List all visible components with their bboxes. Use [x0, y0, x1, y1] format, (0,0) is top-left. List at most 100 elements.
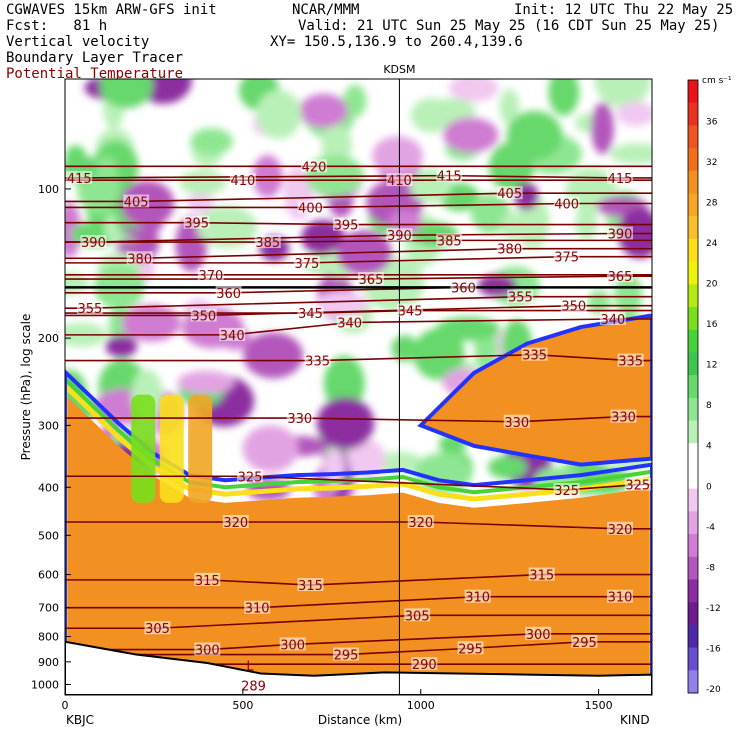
isentrope-label: 410: [387, 174, 412, 189]
isentrope-label-bg: [610, 409, 637, 423]
colorbar-swatch: [688, 670, 698, 694]
isentrope-label-bg: [397, 303, 424, 317]
field-vertical-velocity: Vertical velocity: [6, 34, 150, 50]
isentrope-label: 315: [298, 579, 323, 594]
isentrope-label-bg: [599, 311, 626, 325]
isentrope-label: 330: [504, 416, 529, 431]
colorbar-swatch: [688, 170, 698, 195]
isentrope-label: 390: [81, 236, 106, 251]
velocity-blob: [506, 110, 563, 160]
isentrope-label-bg: [553, 249, 580, 263]
isentrope-label: 345: [298, 307, 323, 322]
colorbar-label: -4: [706, 523, 715, 533]
isentrope-label: 310: [245, 602, 270, 617]
isentrope-label: 385: [437, 234, 462, 249]
isentrope-label: 315: [195, 574, 220, 589]
colorbar-label: 20: [706, 280, 718, 290]
center-title: NCAR/MMM: [292, 2, 360, 18]
colorbar-frame: [687, 79, 699, 694]
colorbar-swatch: [688, 488, 698, 512]
velocity-blob: [347, 439, 386, 479]
y-axis-label: Pressure (hPa), log scale: [19, 314, 33, 461]
isentrope-label: 370: [198, 269, 223, 284]
isentrope-label-bg: [606, 170, 633, 184]
isentrope-label-bg: [411, 657, 438, 671]
velocity-blob: [316, 397, 375, 450]
isentrope-label: 289: [241, 680, 266, 695]
isentrope-label-bg: [229, 173, 256, 187]
cross-section-endpoints: XY= 150.5,136.9 to 260.4,139.6: [270, 34, 523, 50]
isentrope-labels: 420 415 415 415 410 410 405 405 400 400 395 395 390 3…: [66, 159, 651, 695]
colorbar-swatch: [688, 375, 698, 399]
isentrope-label-bg: [464, 589, 491, 603]
x-tick-label: 1500: [585, 699, 613, 712]
isentrope-label: 320: [223, 516, 248, 531]
isentrope-label: 290: [412, 658, 437, 673]
isentrope-label-bg: [571, 634, 598, 648]
colorbar-swatch: [688, 465, 698, 490]
isentrope-label-bg: [293, 255, 320, 269]
colorbar-label: 16: [706, 320, 718, 330]
isentrope-label-bg: [336, 315, 363, 329]
convective-plume: [188, 394, 213, 503]
isentrope-label: 355: [77, 302, 102, 317]
velocity-blob: [388, 209, 422, 235]
y-tick-label: 100: [38, 183, 59, 196]
isentrope-label-bg: [219, 327, 246, 341]
colorbar-swatch: [688, 193, 698, 217]
forecast-hour: Fcst: 81 h: [6, 18, 108, 34]
isentrope-label: 390: [387, 229, 412, 244]
model-title: CGWAVES 15km ARW-GFS init: [6, 2, 217, 18]
isentrope-label: 375: [295, 257, 320, 272]
colorbar-label: -20: [706, 685, 721, 695]
isentrope-label: 375: [554, 251, 579, 266]
isentrope-label-bg: [297, 578, 324, 592]
isentrope-label-bg: [197, 267, 224, 281]
isentrope-label: 420: [302, 160, 327, 175]
isentrope-label: 415: [608, 172, 633, 187]
isentrope-label: 315: [529, 569, 554, 584]
y-tick-label: 600: [38, 569, 59, 582]
isentrope-label-bg: [80, 235, 107, 249]
colorbar-swatch: [688, 284, 698, 308]
isentrope-label: 310: [465, 591, 490, 606]
isentrope-label: 295: [334, 649, 359, 664]
isentrope-label: 300: [526, 628, 551, 643]
boundary-layer-tracer-field: [65, 313, 652, 695]
colorbar-swatch: [688, 511, 698, 535]
isentrope-label: 415: [67, 172, 92, 187]
isentrope-label: 330: [287, 412, 312, 427]
plot-frame: [64, 78, 653, 696]
velocity-blob: [487, 455, 528, 479]
isentrope-label: 350: [561, 300, 586, 315]
isentrope-label-bg: [286, 411, 313, 425]
isentrope-label: 325: [554, 484, 579, 499]
convective-plume: [131, 394, 156, 503]
isentrope-label: 360: [216, 287, 241, 302]
isentrope-label-bg: [66, 170, 93, 184]
y-tick-label: 400: [38, 481, 59, 494]
isentrope-label-bg: [525, 626, 552, 640]
colorbar-swatch: [688, 556, 698, 580]
isentrope-label-bg: [236, 469, 263, 483]
velocity-blob: [372, 136, 424, 176]
isentrope-label-bg: [123, 194, 150, 208]
isentrope-label: 355: [508, 291, 533, 306]
isentrope-label-bg: [606, 269, 633, 283]
velocity-blob: [413, 328, 465, 380]
isentrope-label: 400: [298, 201, 323, 216]
isentrope-label-bg: [606, 226, 633, 240]
velocity-blob: [616, 101, 652, 126]
velocity-blob: [443, 117, 499, 153]
isentrope-label: 380: [127, 252, 152, 267]
isentrope-label: 300: [195, 644, 220, 659]
isentrope-label: 410: [230, 174, 255, 189]
isentrope-label: 390: [608, 227, 633, 242]
colorbar-swatch: [688, 534, 698, 558]
isentrope-label-bg: [222, 515, 249, 529]
terrain: [65, 640, 652, 695]
velocity-blob: [196, 205, 258, 249]
isentrope-label-bg: [436, 233, 463, 247]
isentrope-label-bg: [333, 217, 360, 231]
